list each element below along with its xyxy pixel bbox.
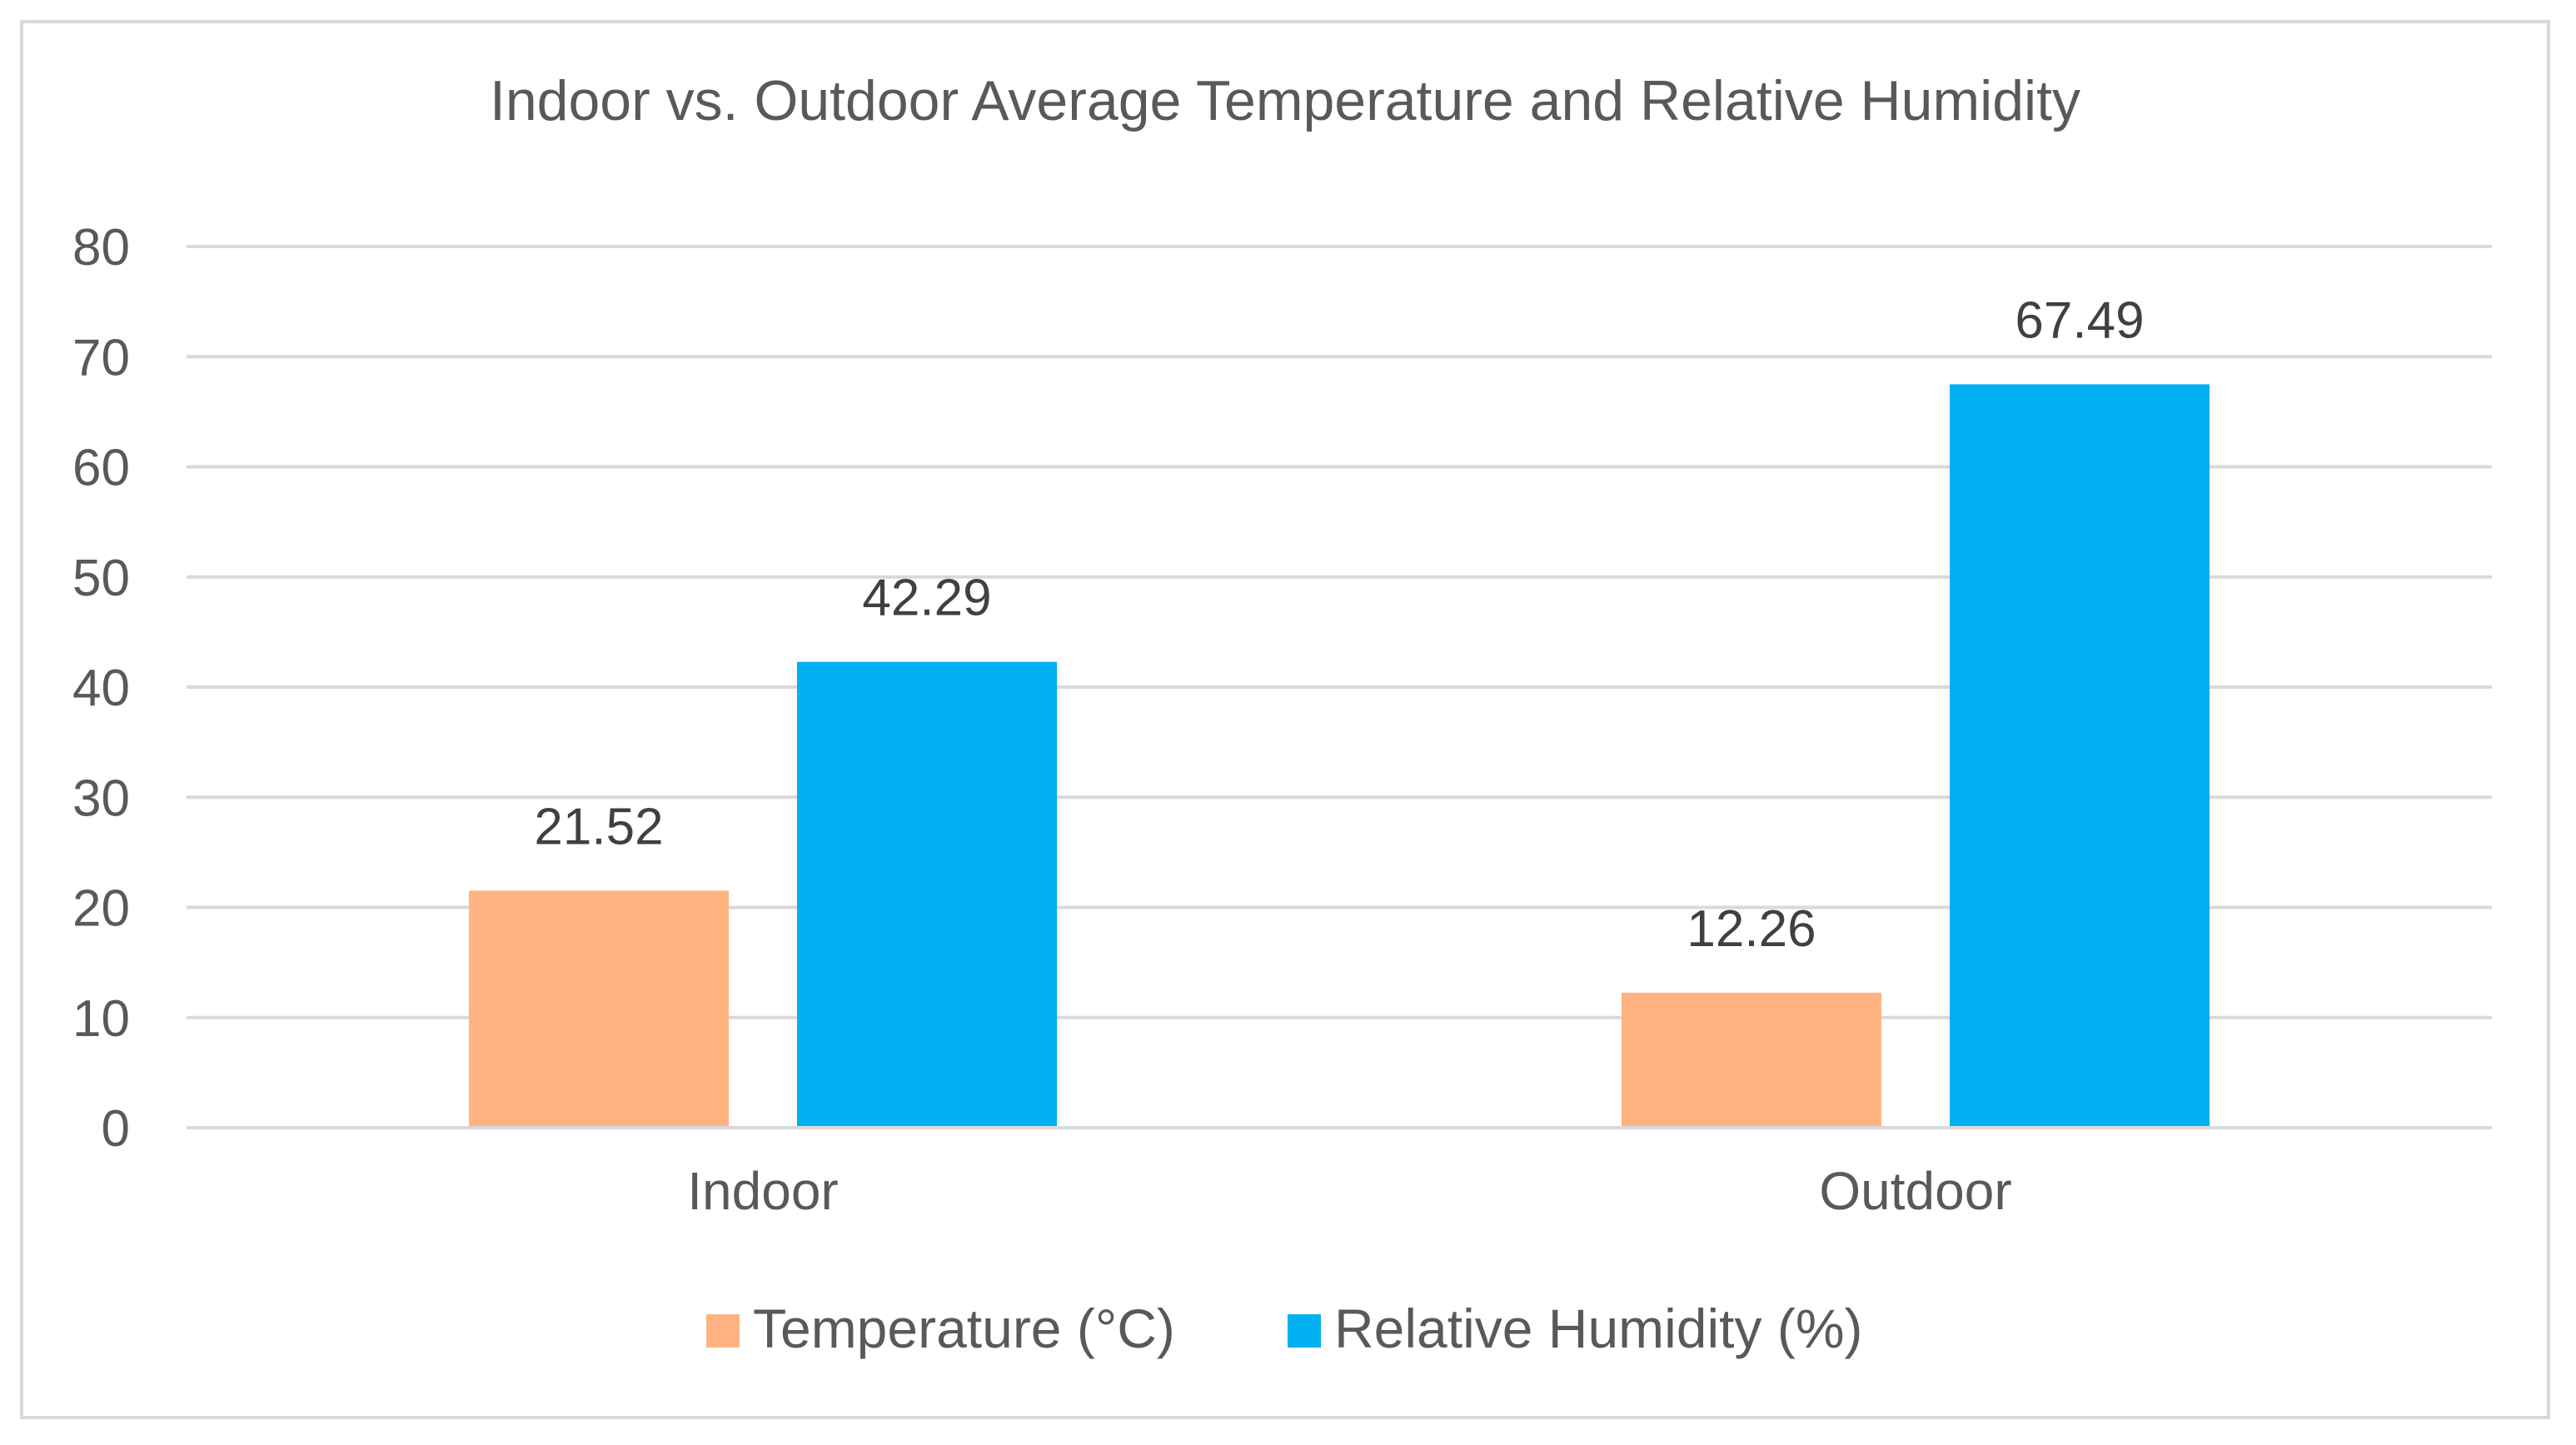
data-label: 42.29 (862, 570, 991, 627)
y-tick-label: 60 (72, 440, 130, 497)
data-label: 67.49 (2015, 291, 2144, 349)
y-tick-label: 40 (72, 660, 130, 717)
legend: Temperature (°C) Relative Humidity (%) (706, 1298, 1862, 1359)
legend-swatch-temperature (706, 1314, 740, 1348)
y-tick-label: 80 (72, 219, 130, 277)
x-tick-label: Outdoor (1819, 1161, 2011, 1221)
x-axis-tick-labels: Indoor Outdoor (687, 1161, 2011, 1221)
y-tick-label: 10 (72, 990, 130, 1048)
y-tick-label: 0 (102, 1100, 130, 1158)
legend-label-temperature: Temperature (°C) (753, 1298, 1175, 1359)
data-label: 12.26 (1687, 900, 1816, 958)
bar-temperature-outdoor (1622, 992, 1881, 1126)
bar-humidity-outdoor (1950, 384, 2210, 1126)
y-tick-label: 20 (72, 880, 130, 938)
y-tick-label: 30 (72, 770, 130, 827)
legend-label-humidity: Relative Humidity (%) (1334, 1298, 1862, 1359)
bar-humidity-indoor (797, 661, 1057, 1126)
x-tick-label: Indoor (687, 1161, 838, 1221)
bars (469, 384, 2210, 1126)
data-labels: 21.52 42.29 12.26 67.49 (534, 291, 2144, 957)
y-axis-tick-labels: 0 10 20 30 40 50 60 70 80 (72, 219, 130, 1158)
y-tick-label: 50 (72, 550, 130, 607)
bar-temperature-indoor (469, 890, 729, 1126)
data-label: 21.52 (534, 798, 663, 855)
chart-svg: Indoor vs. Outdoor Average Temperature a… (72, 69, 2492, 1359)
chart-frame: Indoor vs. Outdoor Average Temperature a… (20, 20, 2550, 1419)
legend-swatch-humidity (1288, 1314, 1321, 1348)
y-tick-label: 70 (72, 329, 130, 386)
chart-title: Indoor vs. Outdoor Average Temperature a… (490, 69, 2080, 132)
